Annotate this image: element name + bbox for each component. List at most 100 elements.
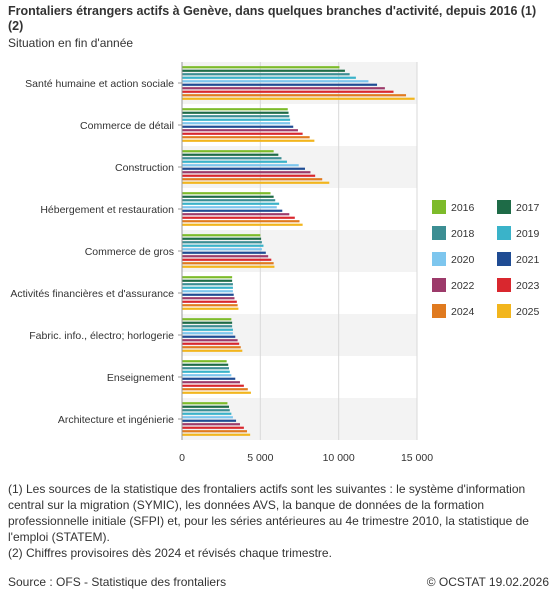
- bar: [182, 195, 274, 198]
- legend-label: 2021: [516, 254, 540, 266]
- bar: [182, 318, 232, 321]
- x-tick-label: 10 000: [323, 452, 355, 464]
- bar: [182, 391, 251, 394]
- bar: [182, 73, 350, 76]
- bar: [182, 160, 287, 163]
- bar: [182, 416, 233, 419]
- bar: [182, 241, 262, 244]
- bar: [182, 426, 244, 429]
- bar: [182, 374, 232, 377]
- bar: [182, 94, 407, 97]
- y-tick-label: Activités financières et d'assurance: [10, 288, 174, 300]
- bar: [182, 367, 229, 370]
- bar: [182, 244, 264, 247]
- y-tick-label: Santé humaine et action sociale: [25, 78, 174, 90]
- bar: [182, 157, 282, 160]
- bar: [182, 297, 235, 300]
- bar: [182, 248, 262, 251]
- legend-swatch: [432, 226, 446, 240]
- bar: [182, 171, 311, 174]
- legend-swatch: [497, 304, 511, 318]
- bar: [182, 412, 232, 415]
- legend-label: 2017: [516, 202, 540, 214]
- legend-swatch: [432, 278, 446, 292]
- y-tick-label: Enseignement: [107, 372, 174, 384]
- bar: [182, 335, 236, 338]
- bar: [182, 430, 248, 433]
- bar: [182, 216, 295, 219]
- bar: [182, 321, 233, 324]
- bar: [182, 251, 266, 254]
- bar: [182, 192, 271, 195]
- legend-label: 2016: [451, 202, 475, 214]
- bar: [182, 402, 228, 405]
- y-tick-label: Fabric. info., électro; horlogerie: [29, 330, 174, 342]
- legend-label: 2018: [451, 228, 475, 240]
- bar: [182, 433, 251, 436]
- y-tick-label: Commerce de gros: [85, 246, 174, 258]
- bar: [182, 132, 303, 135]
- legend-label: 2025: [516, 306, 540, 318]
- legend-swatch: [497, 226, 511, 240]
- bar: [182, 237, 262, 240]
- bar: [182, 111, 289, 114]
- bar: [182, 129, 298, 132]
- legend-label: 2024: [451, 306, 475, 318]
- bar: [182, 83, 378, 86]
- bar: [182, 118, 291, 121]
- bar: [182, 381, 240, 384]
- bar: [182, 405, 229, 408]
- bar: [182, 276, 233, 279]
- bar: [182, 174, 316, 177]
- chart-title: Frontaliers étrangers actifs à Genève, d…: [8, 4, 537, 33]
- bar: [182, 181, 330, 184]
- bar: [182, 258, 272, 261]
- legend-swatch: [497, 252, 511, 266]
- bar: [182, 178, 323, 181]
- bar: [182, 307, 239, 310]
- bar: [182, 304, 238, 307]
- bar: [182, 125, 294, 128]
- category-band: [182, 62, 417, 104]
- legend-label: 2019: [516, 228, 540, 240]
- source-text: Source : OFS - Statistique des frontalie…: [8, 575, 227, 589]
- x-tick-label: 5 000: [247, 452, 273, 464]
- bar: [182, 206, 277, 209]
- bar: [182, 76, 356, 79]
- legend-label: 2020: [451, 254, 475, 266]
- bar: [182, 363, 229, 366]
- bar: [182, 90, 394, 93]
- legend-swatch: [497, 278, 511, 292]
- bar: [182, 328, 233, 331]
- bar: [182, 262, 274, 265]
- bar: [182, 360, 227, 363]
- x-tick-label: 15 000: [401, 452, 433, 464]
- bar: [182, 223, 303, 226]
- category-band: [182, 146, 417, 188]
- bar: [182, 325, 233, 328]
- bar: [182, 370, 230, 373]
- bar: [182, 199, 276, 202]
- y-tick-label: Architecture et ingénierie: [58, 414, 174, 426]
- bar: [182, 255, 269, 258]
- legend-swatch: [497, 200, 511, 214]
- legend-swatch: [432, 252, 446, 266]
- bar: [182, 339, 238, 342]
- bar: [182, 279, 233, 282]
- bar: [182, 293, 234, 296]
- bar: [182, 384, 244, 387]
- bar: [182, 283, 233, 286]
- credit-text: © OCSTAT 19.02.2026: [426, 575, 549, 589]
- bar: [182, 286, 233, 289]
- footnote-2: (2) Chiffres provisoires dès 2024 et rév…: [8, 546, 332, 560]
- legend-swatch: [432, 200, 446, 214]
- bar-chart: Santé humaine et action sociale Commerce …: [10, 62, 540, 464]
- bar: [182, 164, 299, 167]
- bar: [182, 69, 345, 72]
- bar: [182, 136, 310, 139]
- bar: [182, 300, 237, 303]
- bar: [182, 139, 315, 142]
- bar: [182, 423, 240, 426]
- bar: [182, 346, 241, 349]
- bar: [182, 213, 290, 216]
